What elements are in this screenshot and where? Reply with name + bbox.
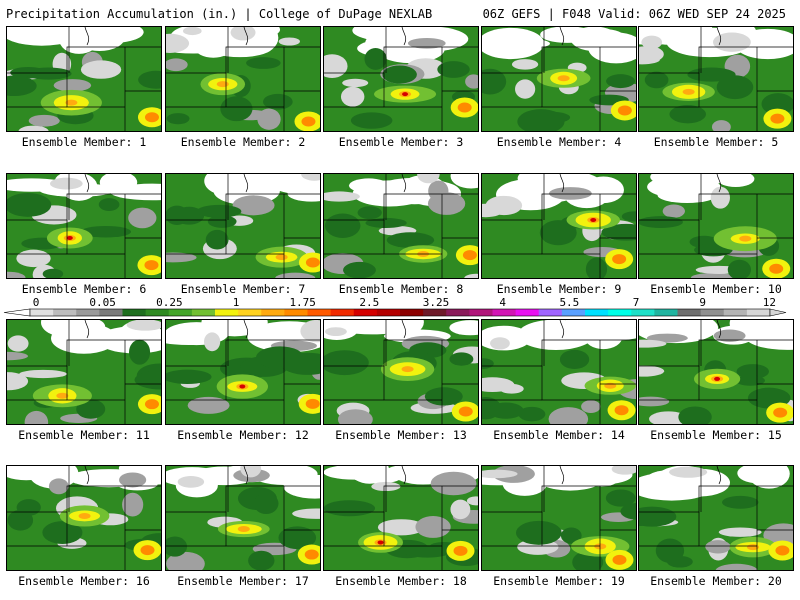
colorbar-tick-label: 9 (699, 296, 706, 309)
ensemble-map-panel (481, 465, 637, 571)
ensemble-member-caption: Ensemble Member: 13 (335, 428, 467, 442)
ensemble-member-caption: Ensemble Member: 8 (338, 282, 464, 296)
colorbar-tick-label: 0.25 (156, 296, 183, 309)
ensemble-member-caption: Ensemble Member: 3 (338, 135, 464, 149)
colorbar-tick-label: 7 (633, 296, 640, 309)
ensemble-member-caption: Ensemble Member: 9 (496, 282, 622, 296)
ensemble-map-panel (165, 465, 321, 571)
ensemble-map-panel (6, 319, 162, 425)
ensemble-map-panel (165, 173, 321, 279)
precip-colorbar: 0 0.05 0.25 1 1.75 2.5 3.25 4 5.5 7 9 12 (3, 296, 787, 317)
ensemble-member-caption: Ensemble Member: 14 (493, 428, 625, 442)
ensemble-map-panel (638, 173, 794, 279)
ensemble-map-panel (6, 465, 162, 571)
ensemble-member-caption: Ensemble Member: 16 (18, 574, 150, 588)
colorbar-tick-label: 4 (499, 296, 506, 309)
colorbar-tick-label: 2.5 (359, 296, 379, 309)
colorbar-tick-label: 1 (233, 296, 240, 309)
ensemble-map-panel (323, 319, 479, 425)
colorbar-tick-label: 0.05 (89, 296, 116, 309)
colorbar-tick-label: 5.5 (559, 296, 579, 309)
ensemble-member-caption: Ensemble Member: 5 (653, 135, 779, 149)
ensemble-map-panel (6, 26, 162, 132)
ensemble-member-caption: Ensemble Member: 18 (335, 574, 467, 588)
ensemble-map-panel (323, 26, 479, 132)
ensemble-member-caption: Ensemble Member: 7 (180, 282, 306, 296)
ensemble-member-caption: Ensemble Member: 4 (496, 135, 622, 149)
ensemble-map-panel (6, 173, 162, 279)
ensemble-map-panel (165, 319, 321, 425)
ensemble-map-panel (481, 319, 637, 425)
page-title: Precipitation Accumulation (in.) | Colle… (6, 7, 433, 21)
ensemble-map-panel (165, 26, 321, 132)
ensemble-map-panel (323, 173, 479, 279)
ensemble-member-caption: Ensemble Member: 1 (21, 135, 147, 149)
ensemble-member-caption: Ensemble Member: 10 (650, 282, 782, 296)
ensemble-member-caption: Ensemble Member: 20 (650, 574, 782, 588)
ensemble-member-caption: Ensemble Member: 17 (177, 574, 309, 588)
colorbar-tick-label: 0 (33, 296, 40, 309)
ensemble-member-caption: Ensemble Member: 19 (493, 574, 625, 588)
ensemble-member-caption: Ensemble Member: 12 (177, 428, 309, 442)
ensemble-map-panel (638, 26, 794, 132)
colorbar-tick-label: 3.25 (423, 296, 450, 309)
ensemble-member-caption: Ensemble Member: 15 (650, 428, 782, 442)
valid-time-label: 06Z GEFS | F048 Valid: 06Z WED SEP 24 20… (482, 7, 786, 21)
ensemble-map-panel (638, 319, 794, 425)
ensemble-map-panel (323, 465, 479, 571)
ensemble-map-panel (481, 173, 637, 279)
colorbar-tick-label: 1.75 (289, 296, 316, 309)
ensemble-map-panel (638, 465, 794, 571)
ensemble-member-caption: Ensemble Member: 2 (180, 135, 306, 149)
ensemble-map-panel (481, 26, 637, 132)
ensemble-member-caption: Ensemble Member: 6 (21, 282, 147, 296)
colorbar-tick-label: 12 (763, 296, 776, 309)
ensemble-member-caption: Ensemble Member: 11 (18, 428, 150, 442)
